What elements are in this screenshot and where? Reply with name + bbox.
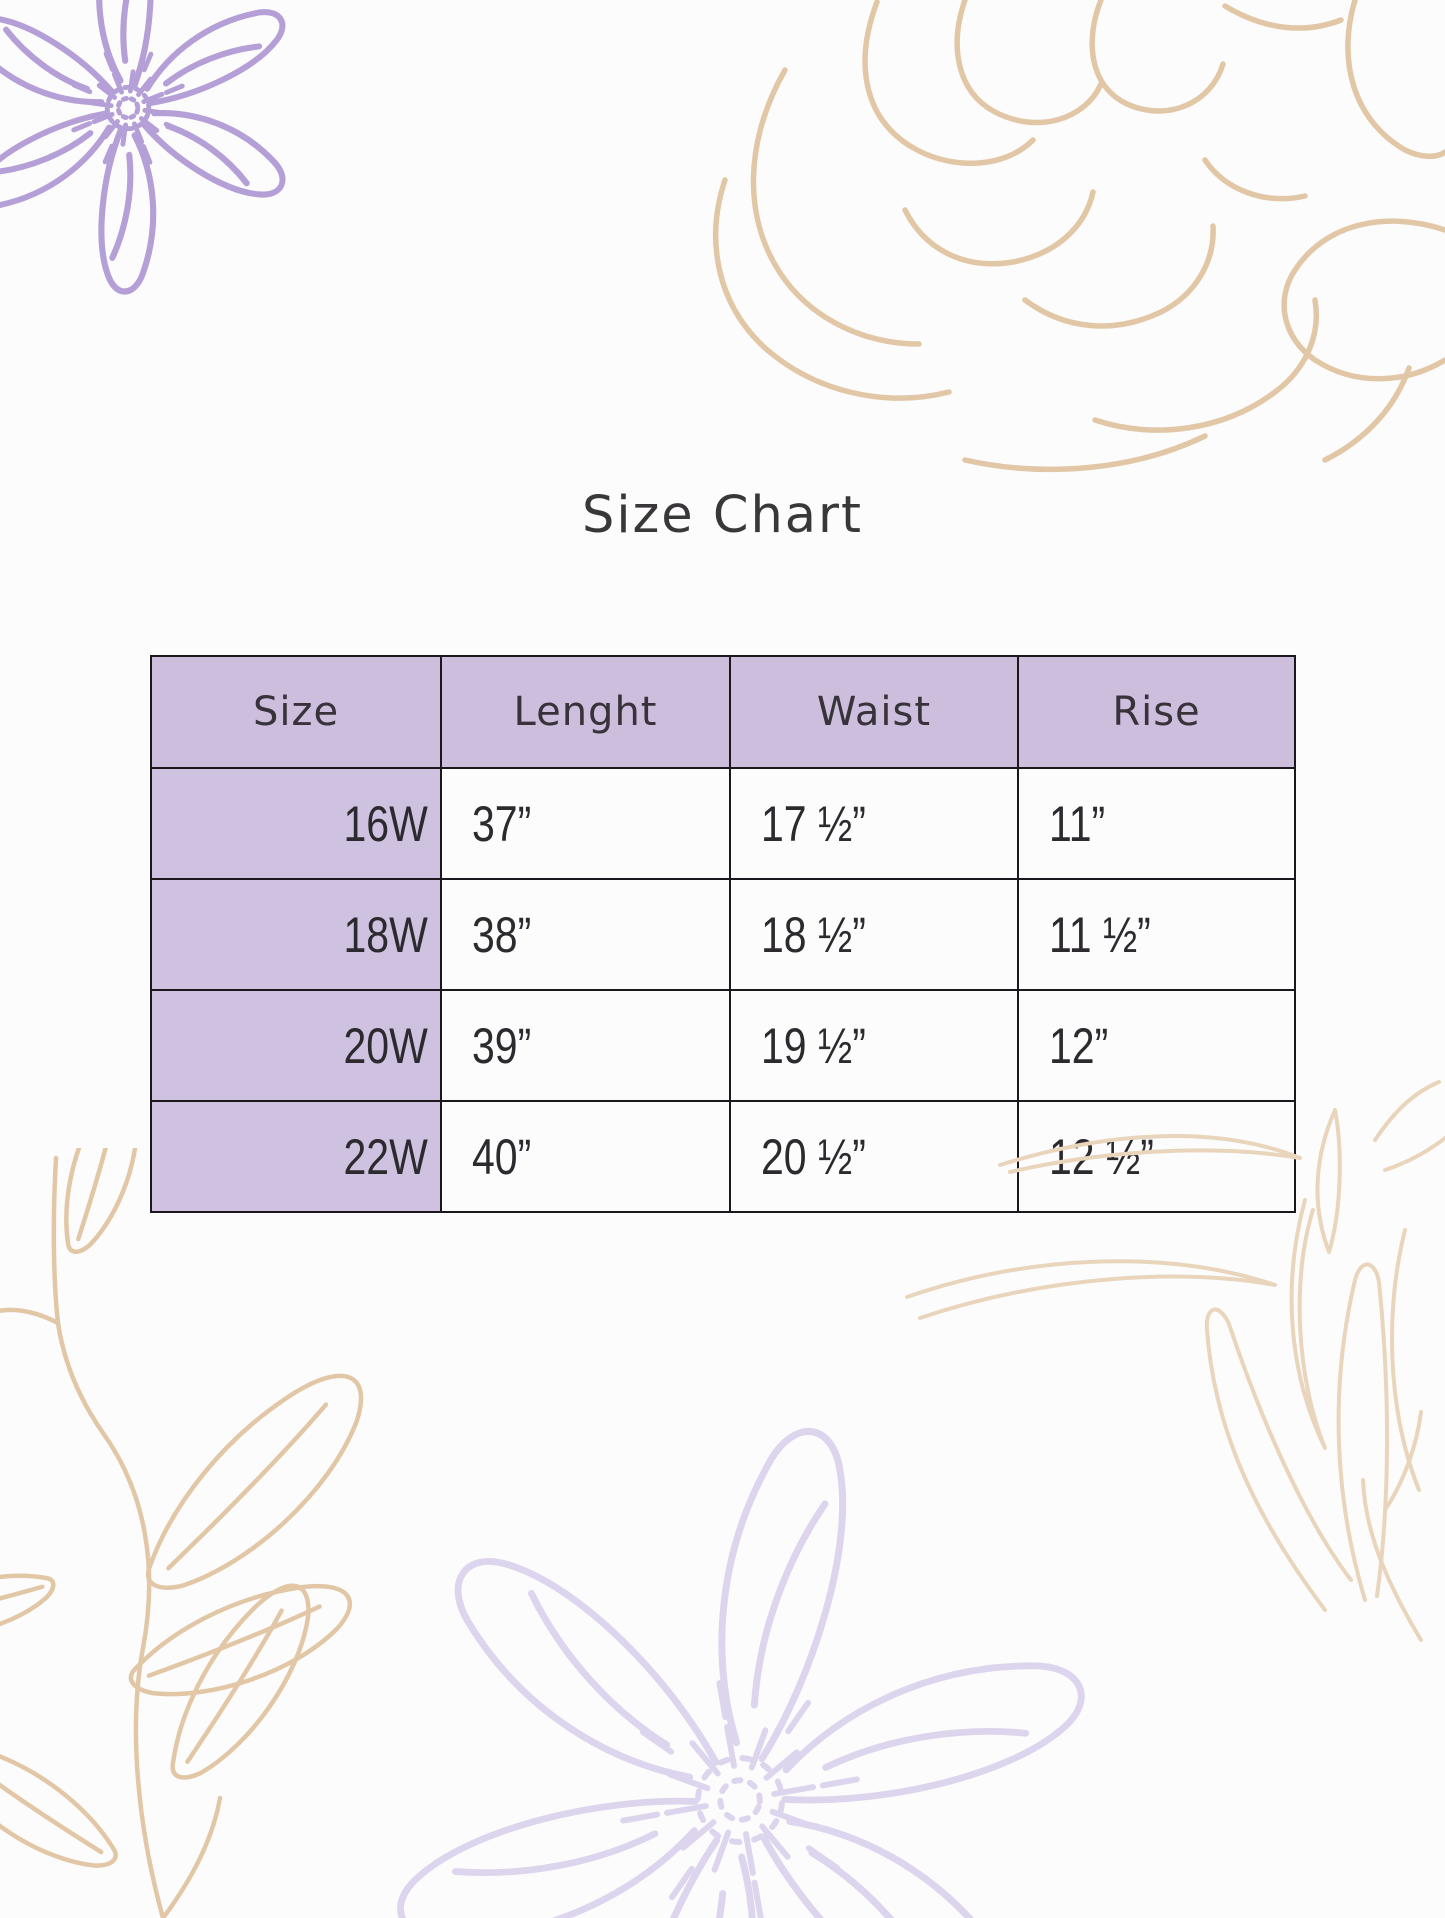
table-row: 22W 40” 20 ½” 12 ½”	[150, 1100, 1296, 1213]
waist-cell: 17 ½”	[729, 767, 1019, 880]
page-title: Size Chart	[581, 486, 864, 545]
rise-cell: 12 ½”	[1017, 1100, 1296, 1213]
cell-text: 20W	[343, 1017, 428, 1074]
cell-text: 20 ½”	[761, 1128, 866, 1185]
cell-text: 12 ½”	[1049, 1128, 1154, 1185]
cell-text: 18W	[343, 906, 428, 963]
clematis-flower-top-left-decoration	[0, 0, 286, 295]
column-header-length: Lenght	[440, 655, 731, 769]
size-cell: 16W	[150, 767, 442, 880]
column-header-rise: Rise	[1017, 655, 1296, 769]
stamen-cluster-icon	[71, 51, 185, 165]
length-cell: 40”	[440, 1100, 731, 1213]
column-header-size: Size	[150, 655, 442, 769]
cell-text: 18 ½”	[761, 906, 866, 963]
stamen-cluster-icon	[620, 1680, 860, 1918]
cell-text: 12”	[1049, 1017, 1109, 1074]
peony-flower-top-right-decoration	[713, 0, 1445, 473]
cell-text: 39”	[472, 1017, 532, 1074]
clematis-flower-bottom-center-decoration	[397, 1427, 1085, 1918]
header-row: Size Lenght Waist Rise	[150, 655, 1296, 769]
size-cell: 22W	[150, 1100, 442, 1213]
column-header-waist: Waist	[729, 655, 1019, 769]
cell-text: 22W	[343, 1128, 428, 1185]
cell-text: 40”	[472, 1128, 532, 1185]
waist-cell: 20 ½”	[729, 1100, 1019, 1213]
cell-text: 38”	[472, 906, 532, 963]
cell-text: 37”	[472, 795, 532, 852]
length-cell: 39”	[440, 989, 731, 1102]
table-row: 16W 37” 17 ½” 11”	[150, 767, 1296, 880]
cell-text: 11 ½”	[1049, 906, 1151, 963]
cell-text: 19 ½”	[761, 1017, 866, 1074]
length-cell: 38”	[440, 878, 731, 991]
size-cell: 20W	[150, 989, 442, 1102]
rise-cell: 11”	[1017, 767, 1296, 880]
leaf-branch-bottom-left-decoration	[0, 1148, 458, 1918]
cell-text: 17 ½”	[761, 795, 866, 852]
size-chart-table: Size Lenght Waist Rise 16W 37” 17 ½” 11”…	[150, 655, 1296, 1213]
rise-cell: 11 ½”	[1017, 878, 1296, 991]
waist-cell: 19 ½”	[729, 989, 1019, 1102]
waist-cell: 18 ½”	[729, 878, 1019, 991]
length-cell: 37”	[440, 767, 731, 880]
table-row: 18W 38” 18 ½” 11 ½”	[150, 878, 1296, 991]
cell-text: 16W	[343, 795, 428, 852]
table-row: 20W 39” 19 ½” 12”	[150, 989, 1296, 1102]
cell-text: 11”	[1049, 795, 1106, 852]
rise-cell: 12”	[1017, 989, 1296, 1102]
size-cell: 18W	[150, 878, 442, 991]
